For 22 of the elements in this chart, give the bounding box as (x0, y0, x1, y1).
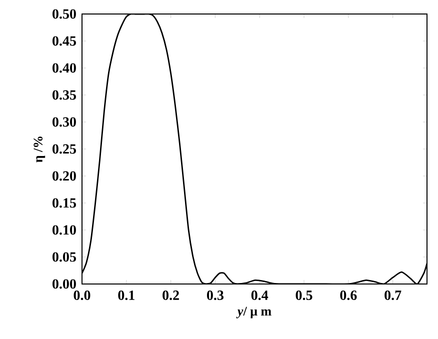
x-tick-label: 0.6 (340, 290, 357, 300)
x-tick-label: 0.1 (118, 290, 134, 300)
x-tick-label: 0.7 (384, 290, 402, 300)
x-tick-label: 0.4 (251, 290, 268, 300)
y-tick-label: 0.25 (52, 144, 76, 154)
y-tick-label: 0.40 (52, 63, 76, 73)
y-tick-label: 0.30 (52, 117, 76, 127)
x-tick-label: 0.0 (74, 290, 90, 300)
y-axis-title: η /% (34, 136, 46, 162)
x-tick-label: 0.2 (162, 290, 179, 300)
x-tick-label: 0.3 (206, 290, 224, 300)
y-tick-label: 0.45 (52, 36, 76, 46)
x-axis-title: y/ μ m (236, 306, 272, 318)
line-series (82, 14, 427, 284)
y-tick-label: 0.10 (52, 225, 76, 235)
y-tick-label: 0.05 (52, 252, 76, 262)
x-tick-label: 0.5 (296, 290, 312, 300)
y-tick-label: 0.15 (52, 198, 76, 208)
y-tick-label: 0.35 (52, 90, 76, 100)
y-tick-label: 0.50 (52, 9, 76, 19)
y-tick-label: 0.00 (52, 279, 76, 289)
y-tick-label: 0.20 (52, 171, 76, 181)
